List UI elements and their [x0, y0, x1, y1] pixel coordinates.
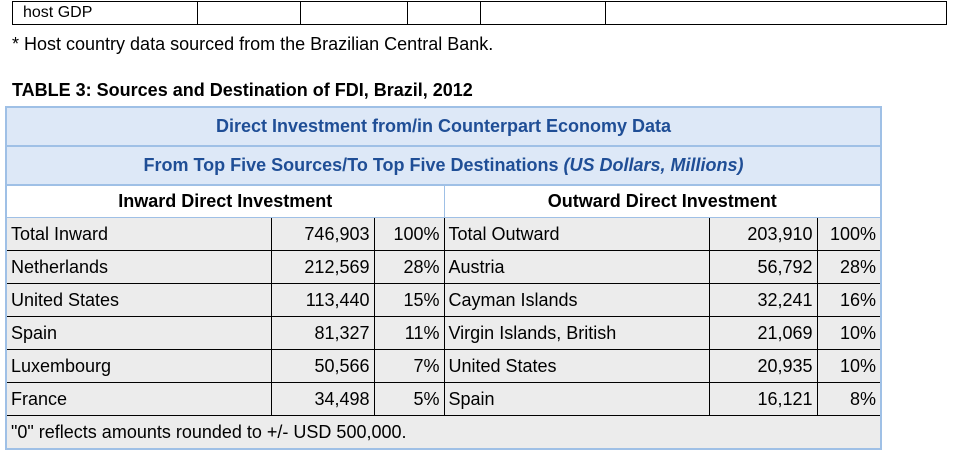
inward-value: 50,566	[270, 349, 375, 383]
inward-percent: 15%	[373, 283, 445, 317]
outward-value: 21,069	[708, 316, 818, 350]
outward-country: Austria	[443, 250, 710, 284]
empty-cell	[480, 1, 606, 25]
table-row: Luxembourg 50,566 7% United States 20,93…	[5, 349, 882, 383]
outward-value: 203,910	[708, 217, 818, 251]
header-unit: (US Dollars, Millions)	[563, 155, 744, 175]
inward-header: Inward Direct Investment	[5, 184, 445, 218]
inward-percent: 5%	[373, 382, 445, 416]
outward-value: 20,935	[708, 349, 818, 383]
table-row: Total Inward 746,903 100% Total Outward …	[5, 217, 882, 251]
source-footnote: * Host country data sourced from the Bra…	[12, 34, 494, 54]
header-row-2: From Top Five Sources/To Top Five Destin…	[5, 145, 882, 186]
header-line-2: From Top Five Sources/To Top Five Destin…	[5, 145, 882, 186]
inward-country: France	[5, 382, 272, 416]
inward-percent: 7%	[373, 349, 445, 383]
table-note-row: "0" reflects amounts rounded to +/- USD …	[5, 415, 882, 450]
inward-value: 113,440	[270, 283, 375, 317]
inward-value: 746,903	[270, 217, 375, 251]
table-title: TABLE 3: Sources and Destination of FDI,…	[12, 80, 473, 100]
previous-table-fragment: host GDP	[12, 1, 947, 25]
outward-percent: 10%	[816, 349, 882, 383]
empty-cell	[605, 1, 947, 25]
empty-cell	[300, 1, 408, 25]
fdi-table: Direct Investment from/in Counterpart Ec…	[5, 106, 882, 450]
inward-percent: 28%	[373, 250, 445, 284]
inward-country: Total Inward	[5, 217, 272, 251]
section-header-row: Inward Direct Investment Outward Direct …	[5, 184, 882, 218]
outward-country: Cayman Islands	[443, 283, 710, 317]
outward-value: 56,792	[708, 250, 818, 284]
host-gdp-label: host GDP	[12, 1, 198, 25]
inward-country: Luxembourg	[5, 349, 272, 383]
header-line-1: Direct Investment from/in Counterpart Ec…	[5, 106, 882, 147]
outward-country: Virgin Islands, British	[443, 316, 710, 350]
outward-country: Total Outward	[443, 217, 710, 251]
inward-country: Netherlands	[5, 250, 272, 284]
outward-value: 16,121	[708, 382, 818, 416]
outward-percent: 10%	[816, 316, 882, 350]
table-row: United States 113,440 15% Cayman Islands…	[5, 283, 882, 317]
outward-percent: 100%	[816, 217, 882, 251]
header-row-1: Direct Investment from/in Counterpart Ec…	[5, 106, 882, 147]
host-gdp-row: host GDP	[12, 1, 947, 25]
table-row: Netherlands 212,569 28% Austria 56,792 2…	[5, 250, 882, 284]
header-line-2-text: From Top Five Sources/To Top Five Destin…	[143, 155, 564, 175]
inward-country: Spain	[5, 316, 272, 350]
inward-value: 34,498	[270, 382, 375, 416]
empty-cell	[407, 1, 481, 25]
table-note: "0" reflects amounts rounded to +/- USD …	[5, 415, 882, 450]
empty-cell	[197, 1, 301, 25]
inward-value: 81,327	[270, 316, 375, 350]
outward-country: United States	[443, 349, 710, 383]
outward-value: 32,241	[708, 283, 818, 317]
outward-country: Spain	[443, 382, 710, 416]
outward-percent: 28%	[816, 250, 882, 284]
inward-value: 212,569	[270, 250, 375, 284]
table-row: France 34,498 5% Spain 16,121 8%	[5, 382, 882, 416]
outward-percent: 8%	[816, 382, 882, 416]
inward-percent: 100%	[373, 217, 445, 251]
inward-country: United States	[5, 283, 272, 317]
inward-percent: 11%	[373, 316, 445, 350]
outward-header: Outward Direct Investment	[443, 184, 882, 218]
table-row: Spain 81,327 11% Virgin Islands, British…	[5, 316, 882, 350]
outward-percent: 16%	[816, 283, 882, 317]
